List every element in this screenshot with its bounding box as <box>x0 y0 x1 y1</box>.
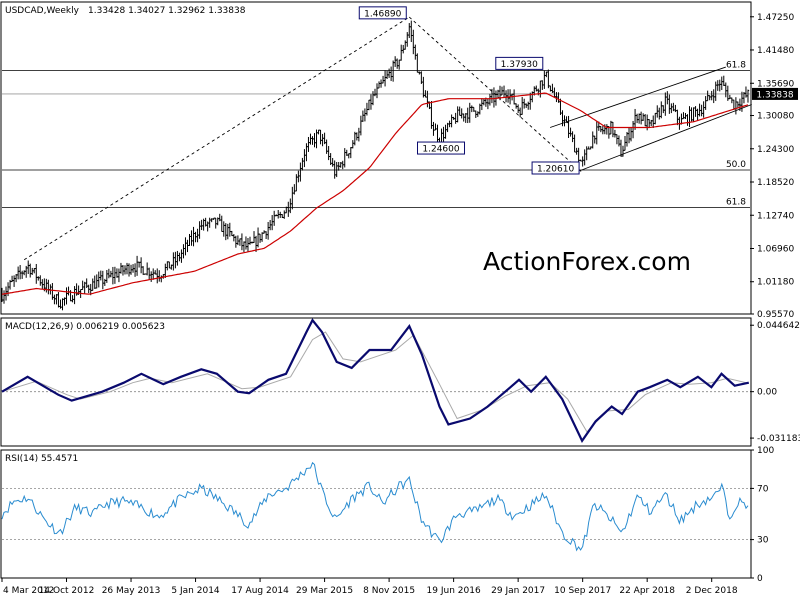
trendline <box>579 104 752 172</box>
fib-level-label: 61.8 <box>726 60 746 70</box>
price-y-tick-label: 1.30080 <box>757 112 794 122</box>
x-tick-label: 14 Oct 2012 <box>39 586 95 596</box>
x-tick-label: 10 Sep 2017 <box>554 586 611 596</box>
price-y-tick-label: 1.18520 <box>757 178 794 188</box>
annotation-label: 1.46890 <box>364 9 401 19</box>
price-bar <box>746 89 750 103</box>
macd-panel-frame <box>0 317 752 447</box>
macd-signal-line <box>1 331 749 433</box>
macd-y-axis: 0.044642 0.00 -0.031183 <box>750 321 800 444</box>
x-tick-label: 17 Aug 2014 <box>231 586 289 596</box>
price-y-tick-label: 1.35690 <box>757 79 794 89</box>
x-tick-label: 22 Apr 2018 <box>619 586 675 596</box>
price-y-tick-label: 1.24300 <box>757 145 794 155</box>
rsi-levels <box>2 487 750 540</box>
macd-y-tick-label: 0.00 <box>757 388 777 398</box>
price-y-tick-label: 1.47250 <box>757 13 794 23</box>
macd-panel-title: MACD(12,26,9) 0.006219 0.005623 <box>5 322 165 332</box>
price-y-tick-label: 1.01180 <box>757 278 794 288</box>
fib-level-label: 61.8 <box>726 198 746 208</box>
annotation-label: 1.37930 <box>501 60 538 70</box>
annotation-label: 1.24600 <box>422 145 459 155</box>
price-y-tick-label: 1.12740 <box>757 211 794 221</box>
price-bars <box>0 20 750 311</box>
rsi-y-tick-label: 30 <box>757 536 769 546</box>
x-tick-label: 29 Jan 2017 <box>491 586 545 596</box>
macd-y-tick-label: 0.044642 <box>757 321 800 331</box>
rsi-panel-frame <box>0 449 752 579</box>
x-tick-label: 29 Mar 2015 <box>296 586 353 596</box>
price-annotation: 1.37930 <box>495 56 544 70</box>
x-tick-label: 8 Nov 2015 <box>363 586 415 596</box>
price-annotations: 1.46890 1.37930 1.24600 1.20610 <box>358 6 580 175</box>
watermark-text: ActionForex.com <box>483 247 691 276</box>
rsi-y-tick-label: 100 <box>757 446 774 456</box>
price-annotation: 1.24600 <box>417 141 466 155</box>
x-tick-label: 26 May 2013 <box>102 586 161 596</box>
macd-main-line <box>1 318 750 443</box>
x-tick-label: 4 Mar 2012 <box>3 586 54 596</box>
x-tick-label: 5 Jan 2014 <box>171 586 219 596</box>
trendline <box>549 66 726 128</box>
rsi-y-tick-label: 0 <box>757 574 763 584</box>
chart-header-symbol: USDCAD,Weekly <box>5 6 80 16</box>
price-panel-frame <box>0 1 752 315</box>
x-tick-label: 2 Dec 2018 <box>686 586 738 596</box>
chart-header-ohlc: 1.33428 1.34027 1.32962 1.33838 <box>88 6 246 16</box>
rsi-y-tick-label: 70 <box>757 484 769 494</box>
trendline <box>23 16 410 261</box>
price-annotation: 1.20610 <box>531 161 580 175</box>
moving-average-line <box>1 92 749 295</box>
x-tick-label: 19 Jun 2016 <box>427 586 481 596</box>
price-y-tick-label: 0.95570 <box>757 310 794 320</box>
rsi-line <box>1 461 749 552</box>
current-price-label: 1.33838 <box>756 90 793 100</box>
fib-level-label: 50.0 <box>726 160 746 170</box>
rsi-y-axis: 100 70 30 0 <box>750 446 774 584</box>
macd-y-tick-label: -0.031183 <box>757 434 800 444</box>
price-annotation: 1.46890 <box>358 6 407 19</box>
annotation-label: 1.20610 <box>537 164 574 174</box>
price-y-tick-label: 1.06960 <box>757 244 794 254</box>
price-y-tick-label: 1.41480 <box>757 46 794 56</box>
price-y-axis: 1.47250 1.41480 1.35690 1.30080 1.24300 1.185… <box>750 13 798 320</box>
rsi-panel-title: RSI(14) 55.4571 <box>5 454 78 464</box>
current-price-badge <box>752 87 798 100</box>
